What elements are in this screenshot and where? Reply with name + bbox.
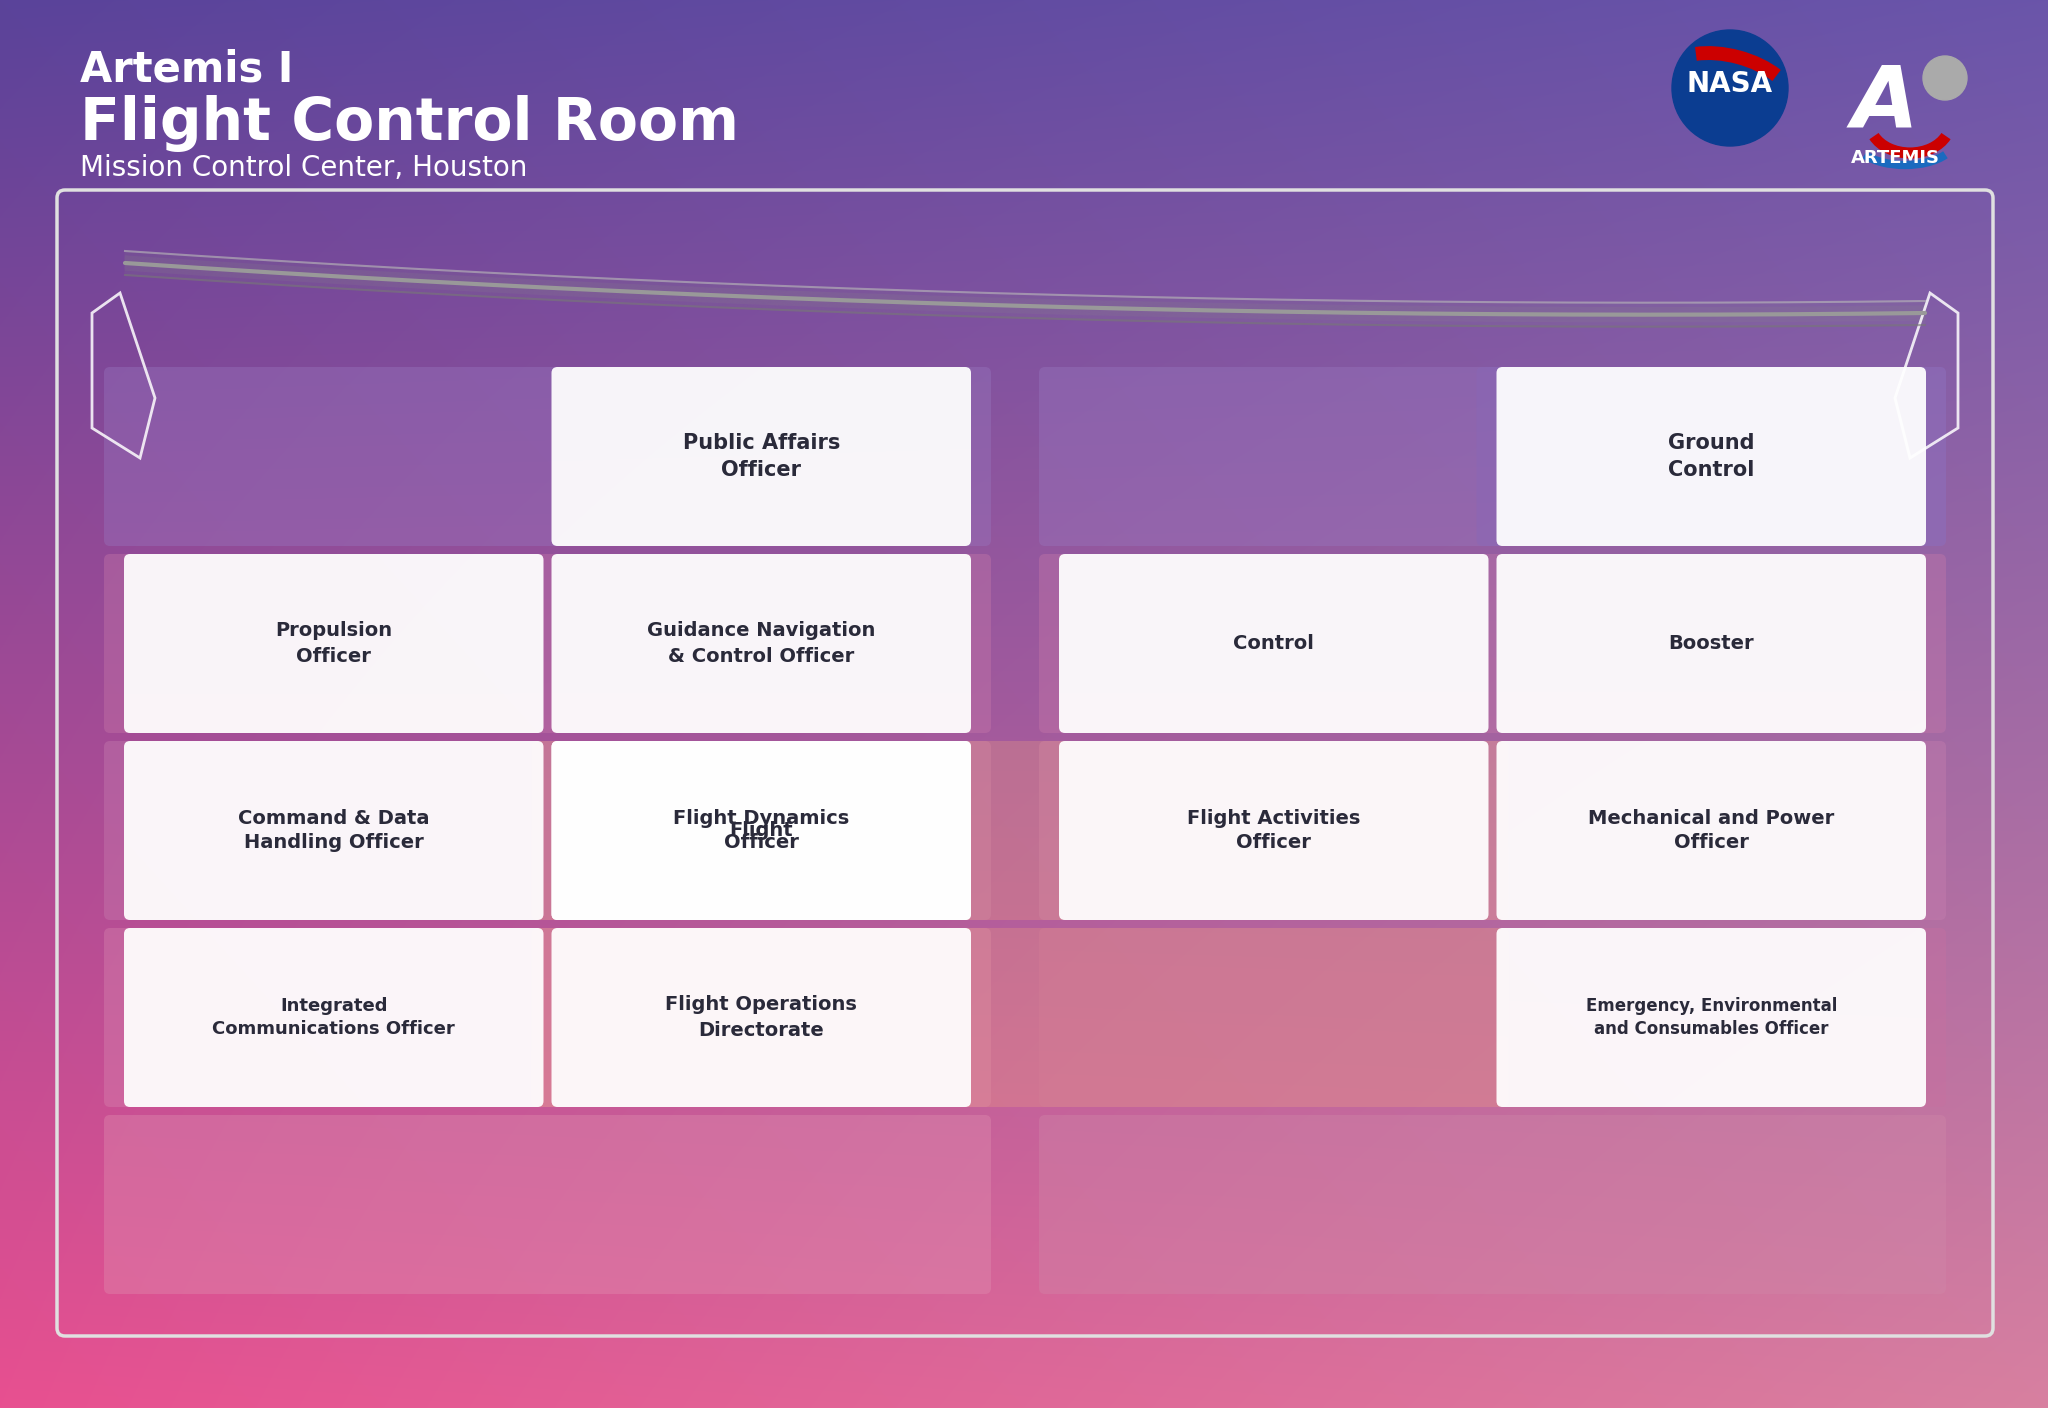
FancyBboxPatch shape <box>551 928 971 1107</box>
FancyBboxPatch shape <box>551 741 971 919</box>
FancyBboxPatch shape <box>1497 928 1925 1107</box>
FancyBboxPatch shape <box>104 741 991 919</box>
FancyBboxPatch shape <box>551 741 971 919</box>
FancyBboxPatch shape <box>551 367 971 546</box>
Text: Guidance Navigation
& Control Officer: Guidance Navigation & Control Officer <box>647 621 874 666</box>
Text: Flight Dynamics
Officer: Flight Dynamics Officer <box>674 808 850 852</box>
Text: Flight Activities
Officer: Flight Activities Officer <box>1188 808 1360 852</box>
FancyBboxPatch shape <box>125 741 543 919</box>
FancyBboxPatch shape <box>1497 741 1925 919</box>
FancyBboxPatch shape <box>1059 741 1489 919</box>
Text: Control: Control <box>1233 634 1315 653</box>
Text: Emergency, Environmental
and Consumables Officer: Emergency, Environmental and Consumables… <box>1585 997 1837 1038</box>
FancyBboxPatch shape <box>551 553 971 734</box>
FancyBboxPatch shape <box>1038 553 1946 734</box>
FancyBboxPatch shape <box>104 553 991 734</box>
FancyBboxPatch shape <box>532 928 1509 1107</box>
FancyBboxPatch shape <box>1038 741 1946 919</box>
Text: Flight Control Room: Flight Control Room <box>80 94 739 152</box>
FancyBboxPatch shape <box>1497 367 1925 546</box>
FancyBboxPatch shape <box>1038 1115 1946 1294</box>
Text: ARTEMIS: ARTEMIS <box>1851 149 1939 168</box>
Text: Mechanical and Power
Officer: Mechanical and Power Officer <box>1587 808 1835 852</box>
FancyBboxPatch shape <box>125 553 543 734</box>
FancyBboxPatch shape <box>1038 928 1946 1107</box>
FancyBboxPatch shape <box>1038 367 1946 546</box>
Text: NASA: NASA <box>1688 70 1774 99</box>
FancyBboxPatch shape <box>532 741 1509 919</box>
Text: Booster: Booster <box>1669 634 1753 653</box>
Text: Integrated
Communications Officer: Integrated Communications Officer <box>213 997 455 1038</box>
Text: Propulsion
Officer: Propulsion Officer <box>274 621 393 666</box>
FancyBboxPatch shape <box>125 928 543 1107</box>
Text: A: A <box>1851 62 1919 145</box>
Text: Public Affairs
Officer: Public Affairs Officer <box>682 434 840 480</box>
Text: Ground
Control: Ground Control <box>1667 434 1755 480</box>
Text: Mission Control Center, Houston: Mission Control Center, Houston <box>80 153 528 182</box>
Text: Flight Operations
Directorate: Flight Operations Directorate <box>666 995 858 1039</box>
FancyBboxPatch shape <box>1477 367 1946 546</box>
Text: Flight: Flight <box>729 821 793 841</box>
FancyBboxPatch shape <box>104 1115 991 1294</box>
Text: Artemis I: Artemis I <box>80 49 293 92</box>
FancyBboxPatch shape <box>104 928 991 1107</box>
FancyBboxPatch shape <box>1497 553 1925 734</box>
FancyBboxPatch shape <box>104 367 991 546</box>
Text: Command & Data
Handling Officer: Command & Data Handling Officer <box>238 808 430 852</box>
Circle shape <box>1923 56 1966 100</box>
FancyBboxPatch shape <box>1059 553 1489 734</box>
Circle shape <box>1671 30 1788 146</box>
